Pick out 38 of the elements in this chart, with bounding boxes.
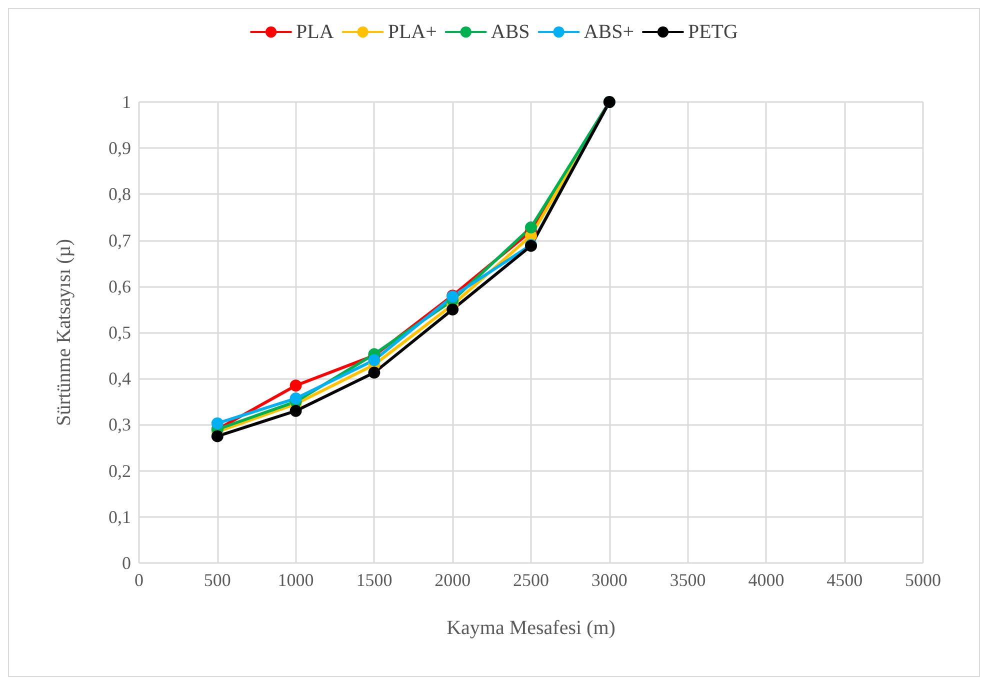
y-tick-label: 0,4 xyxy=(108,368,131,389)
legend-label: ABS+ xyxy=(584,21,634,43)
point xyxy=(290,404,302,417)
legend-label: PLA+ xyxy=(388,21,437,43)
y-tick-label: 0,8 xyxy=(108,184,131,204)
x-tick-label: 2000 xyxy=(434,570,471,590)
x-tick-label: 3500 xyxy=(670,570,706,590)
y-axis-title: Sürtünme Katsayısı (µ) xyxy=(53,238,75,426)
y-tick-label: 0,1 xyxy=(108,506,131,527)
point xyxy=(368,366,380,379)
x-tick-label: 4000 xyxy=(748,570,784,590)
y-tick-label: 0,9 xyxy=(108,138,131,158)
x-tick-label: 2500 xyxy=(513,570,549,590)
y-tick-label: 0 xyxy=(122,553,131,573)
x-tick-label: 0 xyxy=(134,570,144,590)
x-axis-title: Kayma Mesafesi (m) xyxy=(446,617,616,639)
x-tick-label: 5000 xyxy=(905,570,941,590)
legend-label: ABS xyxy=(490,21,530,43)
y-tick-label: 0,3 xyxy=(108,414,131,435)
x-tick-label: 4500 xyxy=(826,570,863,590)
x-tick-label: 500 xyxy=(204,570,231,590)
y-tick-label: 0,7 xyxy=(108,230,131,250)
y-tick-label: 0,6 xyxy=(108,276,131,296)
point xyxy=(446,303,459,316)
legend-label: PLA xyxy=(296,21,334,43)
x-tick-label: 1500 xyxy=(356,570,392,590)
point xyxy=(368,354,380,366)
point xyxy=(211,417,224,430)
y-tick-label: 0,5 xyxy=(108,322,131,342)
point xyxy=(290,380,302,392)
y-tick-label: 1 xyxy=(122,92,131,112)
x-tick-label: 3000 xyxy=(591,570,628,590)
point xyxy=(211,430,224,442)
point xyxy=(525,221,537,234)
legend-label: PETG xyxy=(688,21,738,43)
y-tick-label: 0,2 xyxy=(108,460,131,481)
x-tick-label: 1000 xyxy=(278,570,314,590)
point xyxy=(290,392,302,404)
